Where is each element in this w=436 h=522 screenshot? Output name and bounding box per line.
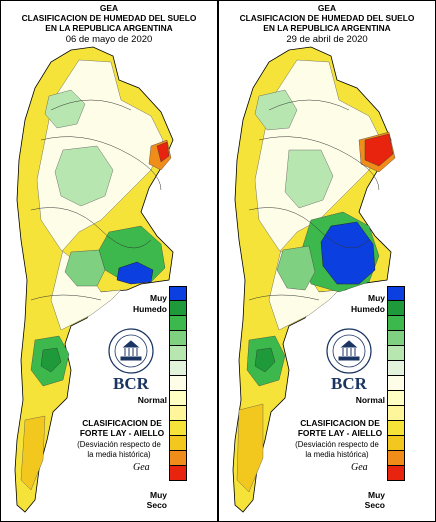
legend-swatch	[169, 331, 187, 346]
legend-swatch	[387, 466, 405, 481]
legend-normal-label: Normal	[355, 395, 385, 405]
legend-swatch	[387, 361, 405, 376]
legend-swatch	[169, 421, 187, 436]
map-panel-right: GEA CLASIFICACION DE HUMEDAD DEL SUELO E…	[219, 0, 435, 522]
signature: Gea	[351, 462, 368, 473]
legend-swatch	[169, 346, 187, 361]
legend-swatch	[169, 376, 187, 391]
moist-zone-center	[54, 145, 114, 207]
classification-note-line2: la media histórica)	[305, 450, 369, 459]
legend-scale	[169, 286, 187, 481]
map-title-line1: CLASIFICACION DE HUMEDAD DEL SUELO	[21, 13, 197, 23]
very-wet-zone	[116, 261, 154, 285]
legend-swatch	[387, 376, 405, 391]
classification-note-line1: (Desviación respecto de	[295, 440, 379, 449]
classification-title-line1: CLASIFICACION DE	[82, 418, 162, 428]
legend-dry-label-2: Seco	[364, 500, 385, 510]
map-title-line2: EN LA REPUBLICA ARGENTINA	[263, 23, 391, 33]
bcr-logo-text: BCR	[331, 374, 367, 393]
classification-title-line1: CLASIFICACION DE	[300, 418, 380, 428]
wet-core-patagonia	[40, 347, 62, 373]
wet-zone-pampa	[276, 245, 316, 291]
legend-wet-label-2: Humedo	[351, 304, 385, 314]
isolines	[30, 99, 162, 301]
classification-title: CLASIFICACION DE FORTE LAY - AIELLO	[285, 418, 395, 438]
legend-swatch	[169, 361, 187, 376]
very-wet-zone	[320, 221, 376, 285]
dry-zone-south	[20, 415, 46, 491]
moist-zone-north	[254, 89, 298, 131]
classification-title-line2: FORTE LAY - AIELLO	[297, 428, 383, 438]
bcr-seal-logo	[326, 328, 372, 374]
legend-dry-label-1: Muy	[368, 490, 385, 500]
moist-zone-north	[44, 89, 86, 129]
map-title-line1: CLASIFICACION DE HUMEDAD DEL SUELO	[239, 13, 415, 23]
legend-wet-label-1: Muy	[368, 293, 385, 303]
legend-dry-label-1: Muy	[150, 490, 167, 500]
legend-swatch	[169, 451, 187, 466]
legend-swatch	[169, 391, 187, 406]
legend-scale	[387, 286, 405, 481]
bcr-seal-logo	[108, 328, 154, 374]
legend-swatch	[387, 421, 405, 436]
org-label: GEA	[99, 3, 119, 13]
legend-wet-label-2: Humedo	[133, 304, 167, 314]
soil-moisture-map-left	[14, 46, 174, 513]
legend-swatch	[169, 436, 187, 451]
classification-title: CLASIFICACION DE FORTE LAY - AIELLO	[67, 418, 177, 438]
classification-title-line2: FORTE LAY - AIELLO	[79, 428, 165, 438]
wet-core-patagonia	[254, 347, 276, 373]
legend-swatch	[387, 286, 405, 301]
org-label: GEA	[317, 3, 337, 13]
legend-swatch	[387, 331, 405, 346]
isolines	[248, 99, 380, 301]
legend-wet-label-1: Muy	[150, 293, 167, 303]
legend-swatch	[387, 301, 405, 316]
legend-swatch	[387, 346, 405, 361]
map-date: 29 de abril de 2020	[286, 34, 368, 45]
map-title-line2: EN LA REPUBLICA ARGENTINA	[45, 23, 173, 33]
legend-swatch	[169, 286, 187, 301]
legend-swatch	[387, 451, 405, 466]
legend-swatch	[387, 436, 405, 451]
wet-zone-pampa	[64, 249, 106, 287]
signature: Gea	[133, 462, 150, 473]
map-panel-left: GEA CLASIFICACION DE HUMEDAD DEL SUELO E…	[1, 0, 217, 522]
panel-divider	[217, 0, 219, 522]
legend-normal-label: Normal	[137, 395, 167, 405]
legend-dry-label-2: Seco	[146, 500, 167, 510]
soil-moisture-map-right	[232, 46, 396, 513]
dry-zone-south	[236, 403, 264, 493]
legend-swatch	[169, 301, 187, 316]
classification-note-line1: (Desviación respecto de	[77, 440, 161, 449]
legend-swatch	[387, 391, 405, 406]
very-dry-zone	[156, 141, 170, 163]
legend-swatch	[169, 466, 187, 481]
moist-zone-center	[284, 149, 334, 209]
legend-swatch	[169, 316, 187, 331]
map-date: 06 de mayo de 2020	[65, 34, 153, 45]
classification-note: (Desviación respecto de la media históri…	[279, 440, 395, 460]
very-dry-zone	[364, 133, 394, 167]
bcr-logo-text: BCR	[113, 374, 149, 393]
classification-note-line2: la media histórica)	[87, 450, 151, 459]
legend-swatch	[387, 316, 405, 331]
legend-swatch	[387, 406, 405, 421]
classification-note: (Desviación respecto de la media históri…	[61, 440, 177, 460]
legend-swatch	[169, 406, 187, 421]
